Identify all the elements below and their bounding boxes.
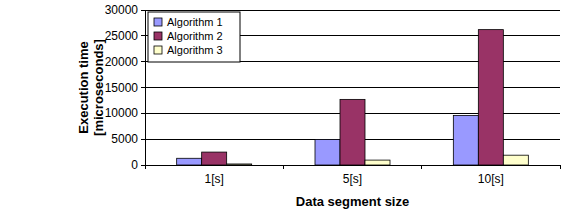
bar [453, 115, 478, 165]
legend-swatch [154, 32, 162, 40]
x-tick-label: 1[s] [204, 172, 223, 186]
x-tick [283, 165, 284, 169]
bar [478, 30, 503, 165]
bar [503, 155, 528, 165]
x-tick [560, 165, 561, 169]
y-tick [141, 87, 145, 88]
legend-box [148, 12, 240, 62]
y-tick [141, 165, 145, 166]
y-tick-label: 25000 [105, 29, 139, 43]
y-axis [145, 10, 146, 165]
y-tick [141, 10, 145, 11]
y-tick [141, 139, 145, 140]
y-tick-label: 15000 [105, 81, 139, 95]
y-tick [141, 113, 145, 114]
bar [177, 158, 202, 165]
bar [202, 152, 227, 165]
legend-swatch [154, 46, 162, 54]
legend-label: Algorithm 1 [167, 16, 223, 28]
bar [227, 164, 252, 165]
chart-svg: 0 5000 10000 15000 20000 25000 30000 1[s] 5[s] 10… [0, 0, 571, 216]
y-tick-label: 20000 [105, 55, 139, 69]
y-tick-label: 5000 [111, 132, 138, 146]
legend-label: Algorithm 2 [167, 30, 223, 42]
y-tick [141, 61, 145, 62]
bar [315, 139, 340, 165]
bar [365, 160, 390, 165]
y-tick [141, 35, 145, 36]
y-tick-label: 30000 [105, 3, 139, 17]
x-tick [421, 165, 422, 169]
grid-line [145, 10, 560, 11]
x-axis-label: Data segment size [296, 194, 409, 209]
legend: Algorithm 1 Algorithm 2 Algorithm 3 [148, 12, 240, 62]
y-tick-label: 10000 [105, 106, 139, 120]
x-tick-label: 5[s] [343, 172, 362, 186]
legend-label: Algorithm 3 [167, 44, 223, 56]
bar [340, 99, 365, 165]
y-tick-label: 0 [131, 158, 138, 172]
y-axis-label: Execution time[microseconds] [76, 39, 106, 136]
x-tick-label: 10[s] [478, 172, 504, 186]
chart-container: 0 5000 10000 15000 20000 25000 30000 1[s] 5[s] 10… [0, 0, 571, 216]
x-tick [145, 165, 146, 169]
legend-swatch [154, 18, 162, 26]
